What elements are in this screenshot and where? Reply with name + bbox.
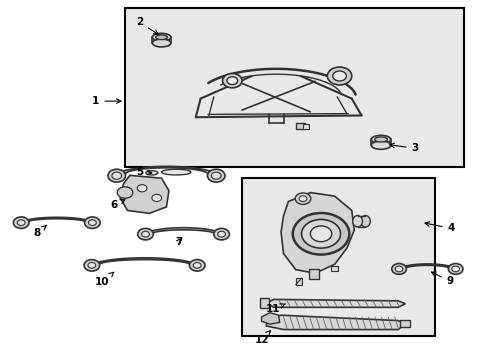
- Circle shape: [152, 194, 161, 202]
- Circle shape: [137, 185, 147, 192]
- Ellipse shape: [145, 171, 158, 175]
- Circle shape: [213, 228, 229, 240]
- Bar: [330, 266, 337, 271]
- Ellipse shape: [370, 135, 390, 144]
- Polygon shape: [20, 217, 93, 223]
- Bar: [303, 125, 308, 129]
- Circle shape: [88, 220, 96, 226]
- Circle shape: [138, 228, 153, 240]
- Text: 5: 5: [136, 167, 151, 177]
- Bar: [295, 123, 305, 129]
- Circle shape: [112, 172, 122, 179]
- Polygon shape: [91, 258, 197, 266]
- Circle shape: [108, 169, 125, 182]
- Circle shape: [391, 264, 406, 274]
- Polygon shape: [144, 228, 222, 235]
- Circle shape: [84, 260, 100, 271]
- Text: 3: 3: [389, 143, 418, 153]
- Ellipse shape: [360, 216, 369, 227]
- Polygon shape: [281, 193, 353, 273]
- Polygon shape: [266, 315, 405, 329]
- Circle shape: [217, 231, 225, 237]
- Ellipse shape: [156, 35, 167, 40]
- Circle shape: [299, 196, 306, 202]
- Polygon shape: [120, 175, 168, 213]
- Polygon shape: [261, 313, 279, 324]
- Circle shape: [13, 217, 29, 228]
- Circle shape: [189, 260, 204, 271]
- Circle shape: [84, 217, 100, 228]
- Circle shape: [211, 172, 221, 179]
- Circle shape: [332, 71, 346, 81]
- Circle shape: [17, 220, 25, 226]
- Circle shape: [226, 77, 237, 85]
- Circle shape: [295, 193, 310, 204]
- Text: 10: 10: [95, 272, 114, 287]
- Ellipse shape: [370, 141, 390, 149]
- Text: 2: 2: [136, 17, 158, 34]
- Polygon shape: [398, 264, 455, 269]
- Circle shape: [292, 213, 348, 255]
- Circle shape: [451, 266, 459, 272]
- Circle shape: [117, 187, 133, 198]
- Text: 4: 4: [424, 222, 454, 233]
- Circle shape: [222, 73, 242, 88]
- Circle shape: [327, 67, 351, 85]
- Bar: [125, 8, 463, 167]
- Ellipse shape: [374, 137, 386, 142]
- Bar: [309, 269, 319, 279]
- Ellipse shape: [161, 169, 190, 175]
- Polygon shape: [266, 300, 405, 307]
- Text: 1: 1: [92, 96, 121, 106]
- Ellipse shape: [152, 33, 170, 41]
- Text: 6: 6: [110, 200, 124, 210]
- Circle shape: [310, 226, 331, 242]
- Text: 7: 7: [175, 237, 182, 247]
- Polygon shape: [116, 166, 217, 175]
- Bar: [295, 278, 301, 285]
- Circle shape: [88, 262, 96, 268]
- Circle shape: [193, 262, 201, 268]
- Circle shape: [394, 266, 402, 272]
- Bar: [242, 178, 434, 336]
- Circle shape: [207, 169, 224, 182]
- Text: 11: 11: [265, 304, 285, 314]
- Ellipse shape: [152, 39, 170, 47]
- Text: 12: 12: [254, 331, 270, 345]
- Circle shape: [142, 231, 149, 237]
- Circle shape: [447, 264, 462, 274]
- Text: 9: 9: [430, 272, 453, 286]
- Circle shape: [301, 220, 340, 248]
- Bar: [260, 298, 268, 308]
- Bar: [399, 320, 409, 327]
- Text: 8: 8: [34, 225, 46, 238]
- Ellipse shape: [352, 216, 362, 227]
